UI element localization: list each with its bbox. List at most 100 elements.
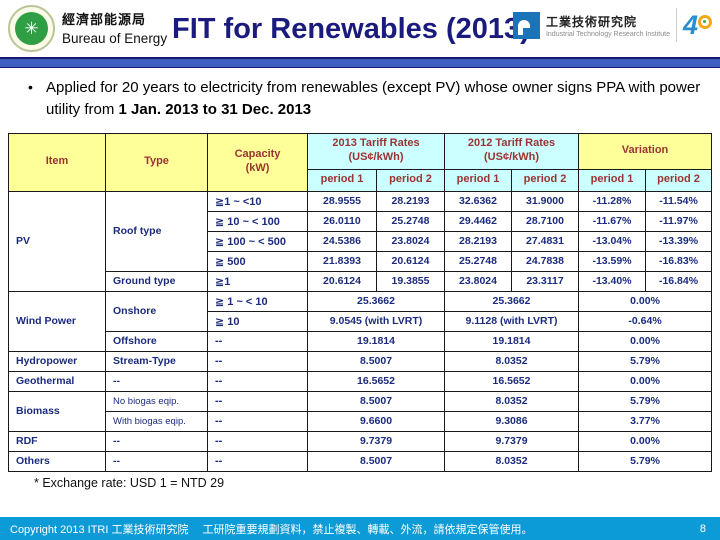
table-cell: Onshore (105, 290, 208, 332)
table-cell: -11.67% (578, 210, 647, 232)
table-cell: 5.79% (578, 390, 713, 412)
table-cell: Offshore (105, 330, 208, 352)
table-row: ≧ 500 21.8393 20.6124 25.2748 24.7838 -13.59%… (9, 250, 713, 272)
table-cell: ≧ 1 ~ < 10 (207, 290, 308, 312)
table-cell: -11.97% (645, 210, 713, 232)
table-cell: -13.04% (578, 230, 647, 252)
table-cell: 19.1814 (306, 330, 446, 352)
table-cell: -- (207, 370, 308, 392)
table-cell: 25.3662 (444, 290, 580, 312)
col-header-var-period2: period 2 (645, 168, 713, 192)
table-cell: ≧1 (207, 270, 308, 292)
table-cell: -11.54% (645, 190, 713, 212)
table-cell: 9.0545 (with LVRT) (306, 310, 446, 332)
table-cell: -13.39% (645, 230, 713, 252)
col-header-item: Item (8, 132, 106, 192)
table-cell: 23.8024 (444, 270, 513, 292)
table-cell: 8.5007 (306, 390, 446, 412)
table-cell: -- (207, 390, 308, 412)
col-header-type: Type (105, 132, 208, 192)
table-cell: 9.3086 (444, 410, 580, 432)
col-header-2013-period2: period 2 (375, 168, 446, 192)
table-row: RDF -- -- 9.7379 9.7379 0.00% (8, 430, 713, 452)
bureau-of-energy-logo-icon: ✳ (8, 5, 55, 52)
table-cell: -- (207, 430, 308, 452)
bullet-text-normal: Applied for 20 years to electricity from… (46, 79, 701, 118)
copyright-text: Copyright 2013 ITRI 工業技術研究院 工研院重要規劃資料，禁止… (10, 523, 533, 536)
table-cell: Biomass (8, 390, 106, 432)
table-cell: ≧ 500 (207, 250, 308, 272)
table-cell: -11.28% (578, 190, 647, 212)
anniversary-ring-icon (698, 14, 712, 29)
itri-logo-icon (512, 11, 540, 39)
itri-name: 工業技術研究院 Industrial Technology Research I… (546, 13, 670, 38)
table-row: Ground type ≧1 20.6124 19.3855 23.8024 23.311… (9, 270, 713, 292)
table-cell: -0.64% (578, 310, 713, 332)
agency-name-zh: 經濟部能源局 (62, 12, 147, 27)
table-cell: 19.1814 (444, 330, 580, 352)
table-cell: 8.5007 (306, 350, 446, 372)
itri-logo-notch (522, 27, 530, 35)
table-header-row-groups: Item Type Capacity (kW) 2013 Tariff Rate… (8, 132, 713, 192)
table-row: Hydropower Stream-Type -- 8.5007 8.0352 5.79% (8, 350, 713, 372)
agency-name: 經濟部能源局 Bureau of Energy (62, 9, 167, 46)
table-cell: ≧ 10 ~ < 100 (207, 210, 308, 232)
table-cell: 20.6124 (375, 250, 446, 272)
table-cell: 23.3117 (511, 270, 580, 292)
table-cell: -- (207, 350, 308, 372)
table-cell: 23.8024 (375, 230, 446, 252)
table-cell: 5.79% (578, 350, 713, 372)
table-row: Geothermal -- -- 16.5652 16.5652 0.00% (8, 370, 713, 392)
table-row: Others -- -- 8.5007 8.0352 5.79% (8, 450, 713, 472)
bullet-item: • Applied for 20 years to electricity fr… (28, 77, 701, 121)
table-cell: 8.0352 (444, 450, 580, 472)
bullet-text: Applied for 20 years to electricity from… (46, 79, 700, 118)
table-cell: 0.00% (578, 430, 713, 452)
table-cell: -16.83% (645, 250, 713, 272)
table-cell: ≧ 100 ~ < 500 (207, 230, 308, 252)
bullet-text-bold: 1 Jan. 2013 to 31 Dec. 2013 (118, 100, 312, 118)
table-header: Item Type Capacity (kW) 2013 Tariff Rate… (8, 132, 713, 192)
table-cell: Roof type (105, 190, 208, 272)
table-cell: 21.8393 (307, 250, 377, 272)
table-row: Wind Power Onshore ≧ 1 ~ < 10 25.3662 25.366… (8, 290, 713, 352)
page-title: FIT for Renewables (2013) (172, 13, 530, 45)
col-header-2012-tariff: 2012 Tariff Rates (US¢/kWh) (444, 132, 580, 170)
table-cell: 9.1128 (with LVRT) (444, 310, 580, 332)
table-cell: 25.2748 (444, 250, 513, 272)
table-cell: 5.79% (578, 450, 713, 472)
table-header-row-periods: period 1 period 2 period 1 period 2 peri… (9, 168, 713, 192)
anniversary-digit-4: 4 (682, 9, 698, 40)
table-cell: 16.5652 (306, 370, 446, 392)
bullet-marker: • (28, 79, 33, 95)
table-cell: 26.0110 (307, 210, 377, 232)
table-cell: 0.00% (578, 370, 713, 392)
table-cell: 0.00% (578, 290, 713, 312)
table-cell: 9.6600 (306, 410, 446, 432)
table-cell: 28.2193 (444, 230, 513, 252)
table-cell: 20.6124 (307, 270, 377, 292)
table-cell: No biogas eqip. (105, 390, 208, 412)
table-cell: -- (207, 410, 308, 432)
table-cell: 8.0352 (444, 390, 580, 412)
table-cell: 8.0352 (444, 350, 580, 372)
table-cell: 25.2748 (375, 210, 446, 232)
table-cell: -16.84% (645, 270, 713, 292)
table-cell: 8.5007 (306, 450, 446, 472)
table-cell: Geothermal (8, 370, 106, 392)
table-cell: -- (207, 450, 308, 472)
col-header-2012-period2: period 2 (511, 168, 580, 192)
table-cell: 0.00% (578, 330, 713, 352)
table-cell: 28.9555 (307, 190, 377, 212)
table-cell: 25.3662 (306, 290, 446, 312)
table-cell: 3.77% (578, 410, 713, 432)
itri-name-zh: 工業技術研究院 (545, 14, 637, 29)
agency-name-en: Bureau of Energy (62, 31, 168, 46)
table-cell: Hydropower (8, 350, 106, 372)
bureau-logo-star-icon: ✳ (15, 12, 48, 45)
table-cell: 9.7379 (444, 430, 580, 452)
table-row: ≧ 100 ~ < 500 24.5386 23.8024 28.2193 27.483… (9, 230, 713, 252)
col-header-capacity: Capacity (kW) (207, 132, 308, 192)
table-cell: RDF (8, 430, 106, 452)
